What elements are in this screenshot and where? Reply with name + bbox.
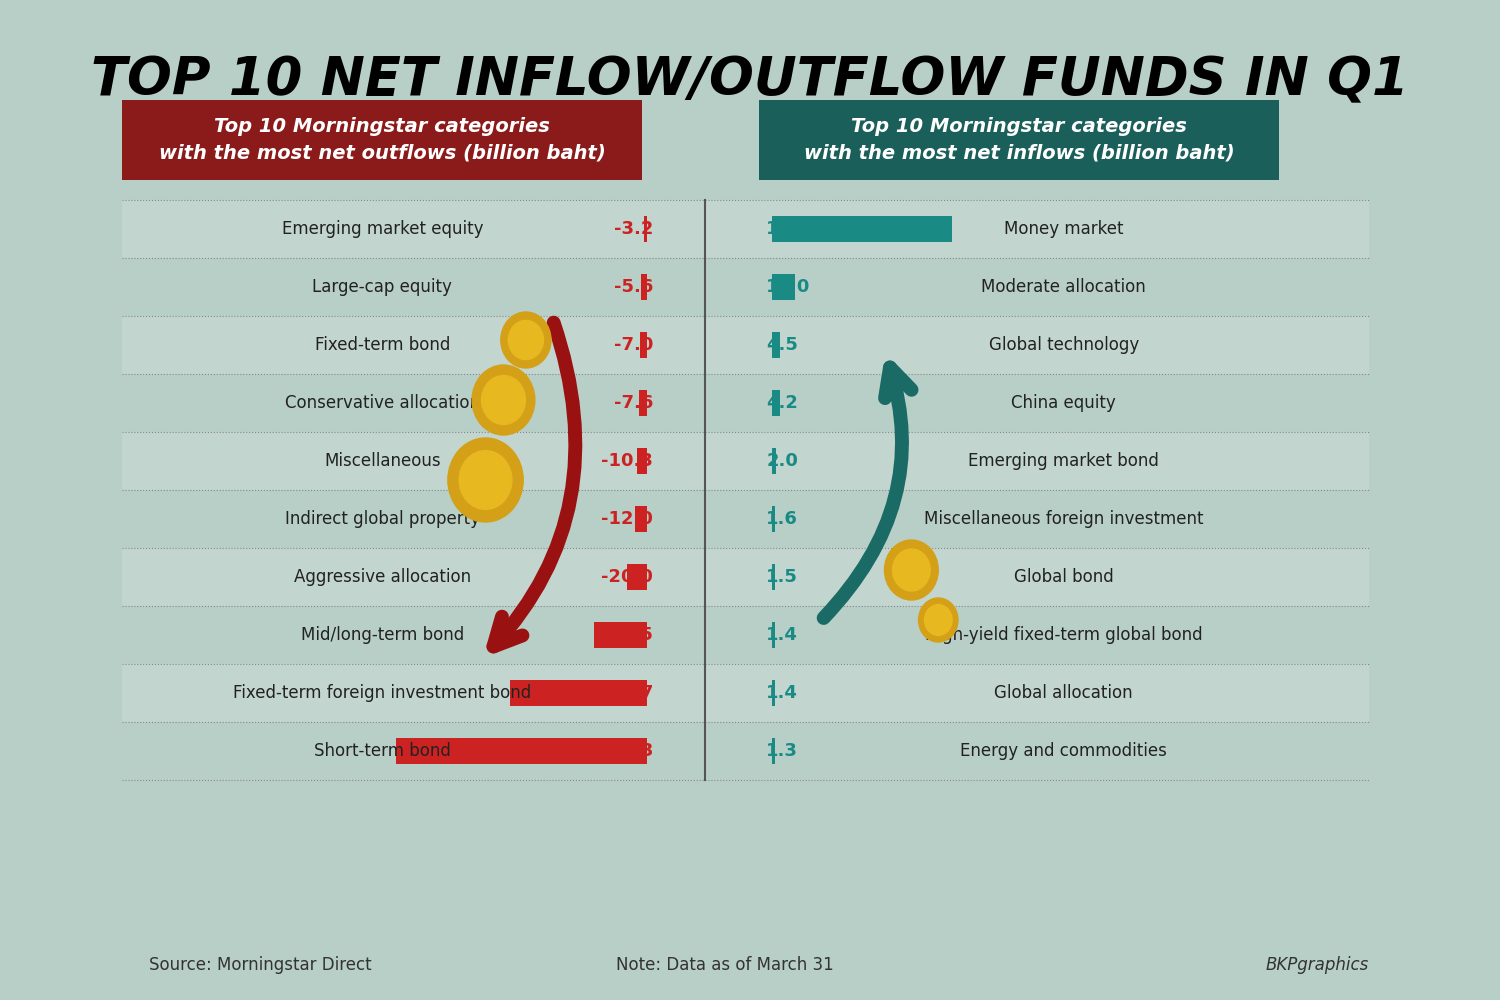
- FancyBboxPatch shape: [639, 390, 646, 416]
- Text: Money market: Money market: [1004, 220, 1124, 238]
- Text: 1.6: 1.6: [766, 510, 798, 528]
- Text: Note: Data as of March 31: Note: Data as of March 31: [615, 956, 834, 974]
- Text: BKPgraphics: BKPgraphics: [1266, 956, 1368, 974]
- Text: 2.0: 2.0: [766, 452, 798, 470]
- Text: Conservative allocation: Conservative allocation: [285, 394, 480, 412]
- Text: 1.4: 1.4: [766, 684, 798, 702]
- Text: Miscellaneous: Miscellaneous: [324, 452, 441, 470]
- Text: -3.2: -3.2: [614, 220, 652, 238]
- Circle shape: [918, 598, 958, 642]
- FancyBboxPatch shape: [772, 448, 776, 474]
- FancyBboxPatch shape: [640, 332, 646, 358]
- FancyBboxPatch shape: [772, 390, 780, 416]
- Text: 4.5: 4.5: [766, 336, 798, 354]
- FancyBboxPatch shape: [636, 448, 646, 474]
- Circle shape: [448, 438, 524, 522]
- Text: Moderate allocation: Moderate allocation: [981, 278, 1146, 296]
- FancyBboxPatch shape: [123, 316, 1368, 374]
- Text: Miscellaneous foreign investment: Miscellaneous foreign investment: [924, 510, 1203, 528]
- FancyBboxPatch shape: [594, 622, 646, 648]
- Text: 1.3: 1.3: [766, 742, 798, 760]
- Circle shape: [509, 320, 543, 360]
- Text: Large-cap equity: Large-cap equity: [312, 278, 453, 296]
- FancyBboxPatch shape: [123, 548, 1368, 606]
- FancyBboxPatch shape: [123, 200, 1368, 258]
- Text: -10.3: -10.3: [602, 452, 652, 470]
- Text: Source: Morningstar Direct: Source: Morningstar Direct: [150, 956, 372, 974]
- Circle shape: [885, 540, 939, 600]
- Text: Global allocation: Global allocation: [994, 684, 1132, 702]
- Text: 1.5: 1.5: [766, 568, 798, 586]
- Text: TOP 10 NET INFLOW/OUTFLOW FUNDS IN Q1: TOP 10 NET INFLOW/OUTFLOW FUNDS IN Q1: [92, 54, 1408, 106]
- Text: Indirect global property: Indirect global property: [285, 510, 480, 528]
- FancyBboxPatch shape: [123, 100, 642, 180]
- FancyBboxPatch shape: [123, 664, 1368, 722]
- FancyBboxPatch shape: [642, 274, 646, 300]
- Text: -7.6: -7.6: [614, 394, 652, 412]
- Text: Global technology: Global technology: [988, 336, 1138, 354]
- Text: Top 10 Morningstar categories
with the most net outflows (billion baht): Top 10 Morningstar categories with the m…: [159, 117, 606, 163]
- FancyBboxPatch shape: [772, 274, 795, 300]
- Circle shape: [472, 365, 536, 435]
- Text: 1.4: 1.4: [766, 626, 798, 644]
- Circle shape: [892, 549, 930, 591]
- Text: -20.0: -20.0: [602, 568, 652, 586]
- FancyBboxPatch shape: [772, 332, 780, 358]
- Text: Emerging market equity: Emerging market equity: [282, 220, 483, 238]
- Text: -12.0: -12.0: [602, 510, 652, 528]
- Circle shape: [482, 375, 525, 424]
- Text: Aggressive allocation: Aggressive allocation: [294, 568, 471, 586]
- Text: Mid/long-term bond: Mid/long-term bond: [302, 626, 464, 644]
- Text: -53.5: -53.5: [602, 626, 652, 644]
- FancyBboxPatch shape: [634, 506, 646, 532]
- Text: Short-term bond: Short-term bond: [314, 742, 452, 760]
- Text: 104.5: 104.5: [766, 220, 824, 238]
- Text: -252.3: -252.3: [590, 742, 652, 760]
- FancyBboxPatch shape: [772, 680, 776, 706]
- FancyBboxPatch shape: [772, 506, 776, 532]
- FancyBboxPatch shape: [510, 680, 646, 706]
- Text: High-yield fixed-term global bond: High-yield fixed-term global bond: [926, 626, 1203, 644]
- Text: Emerging market bond: Emerging market bond: [969, 452, 1160, 470]
- Circle shape: [924, 605, 952, 635]
- FancyBboxPatch shape: [772, 216, 951, 242]
- FancyBboxPatch shape: [759, 100, 1280, 180]
- FancyBboxPatch shape: [772, 738, 774, 764]
- FancyBboxPatch shape: [772, 622, 776, 648]
- Text: Fixed-term bond: Fixed-term bond: [315, 336, 450, 354]
- Text: Fixed-term foreign investment bond: Fixed-term foreign investment bond: [234, 684, 531, 702]
- Text: Energy and commodities: Energy and commodities: [960, 742, 1167, 760]
- Text: Top 10 Morningstar categories
with the most net inflows (billion baht): Top 10 Morningstar categories with the m…: [804, 117, 1234, 163]
- Circle shape: [459, 451, 512, 509]
- Text: 13.0: 13.0: [766, 278, 810, 296]
- Circle shape: [501, 312, 550, 368]
- Text: 4.2: 4.2: [766, 394, 798, 412]
- Text: China equity: China equity: [1011, 394, 1116, 412]
- FancyBboxPatch shape: [123, 432, 1368, 490]
- FancyBboxPatch shape: [627, 564, 646, 590]
- Text: -5.6: -5.6: [614, 278, 652, 296]
- Text: -7.0: -7.0: [614, 336, 652, 354]
- Text: Global bond: Global bond: [1014, 568, 1113, 586]
- FancyBboxPatch shape: [396, 738, 646, 764]
- FancyBboxPatch shape: [772, 564, 776, 590]
- FancyBboxPatch shape: [644, 216, 646, 242]
- Text: -137.7: -137.7: [590, 684, 652, 702]
